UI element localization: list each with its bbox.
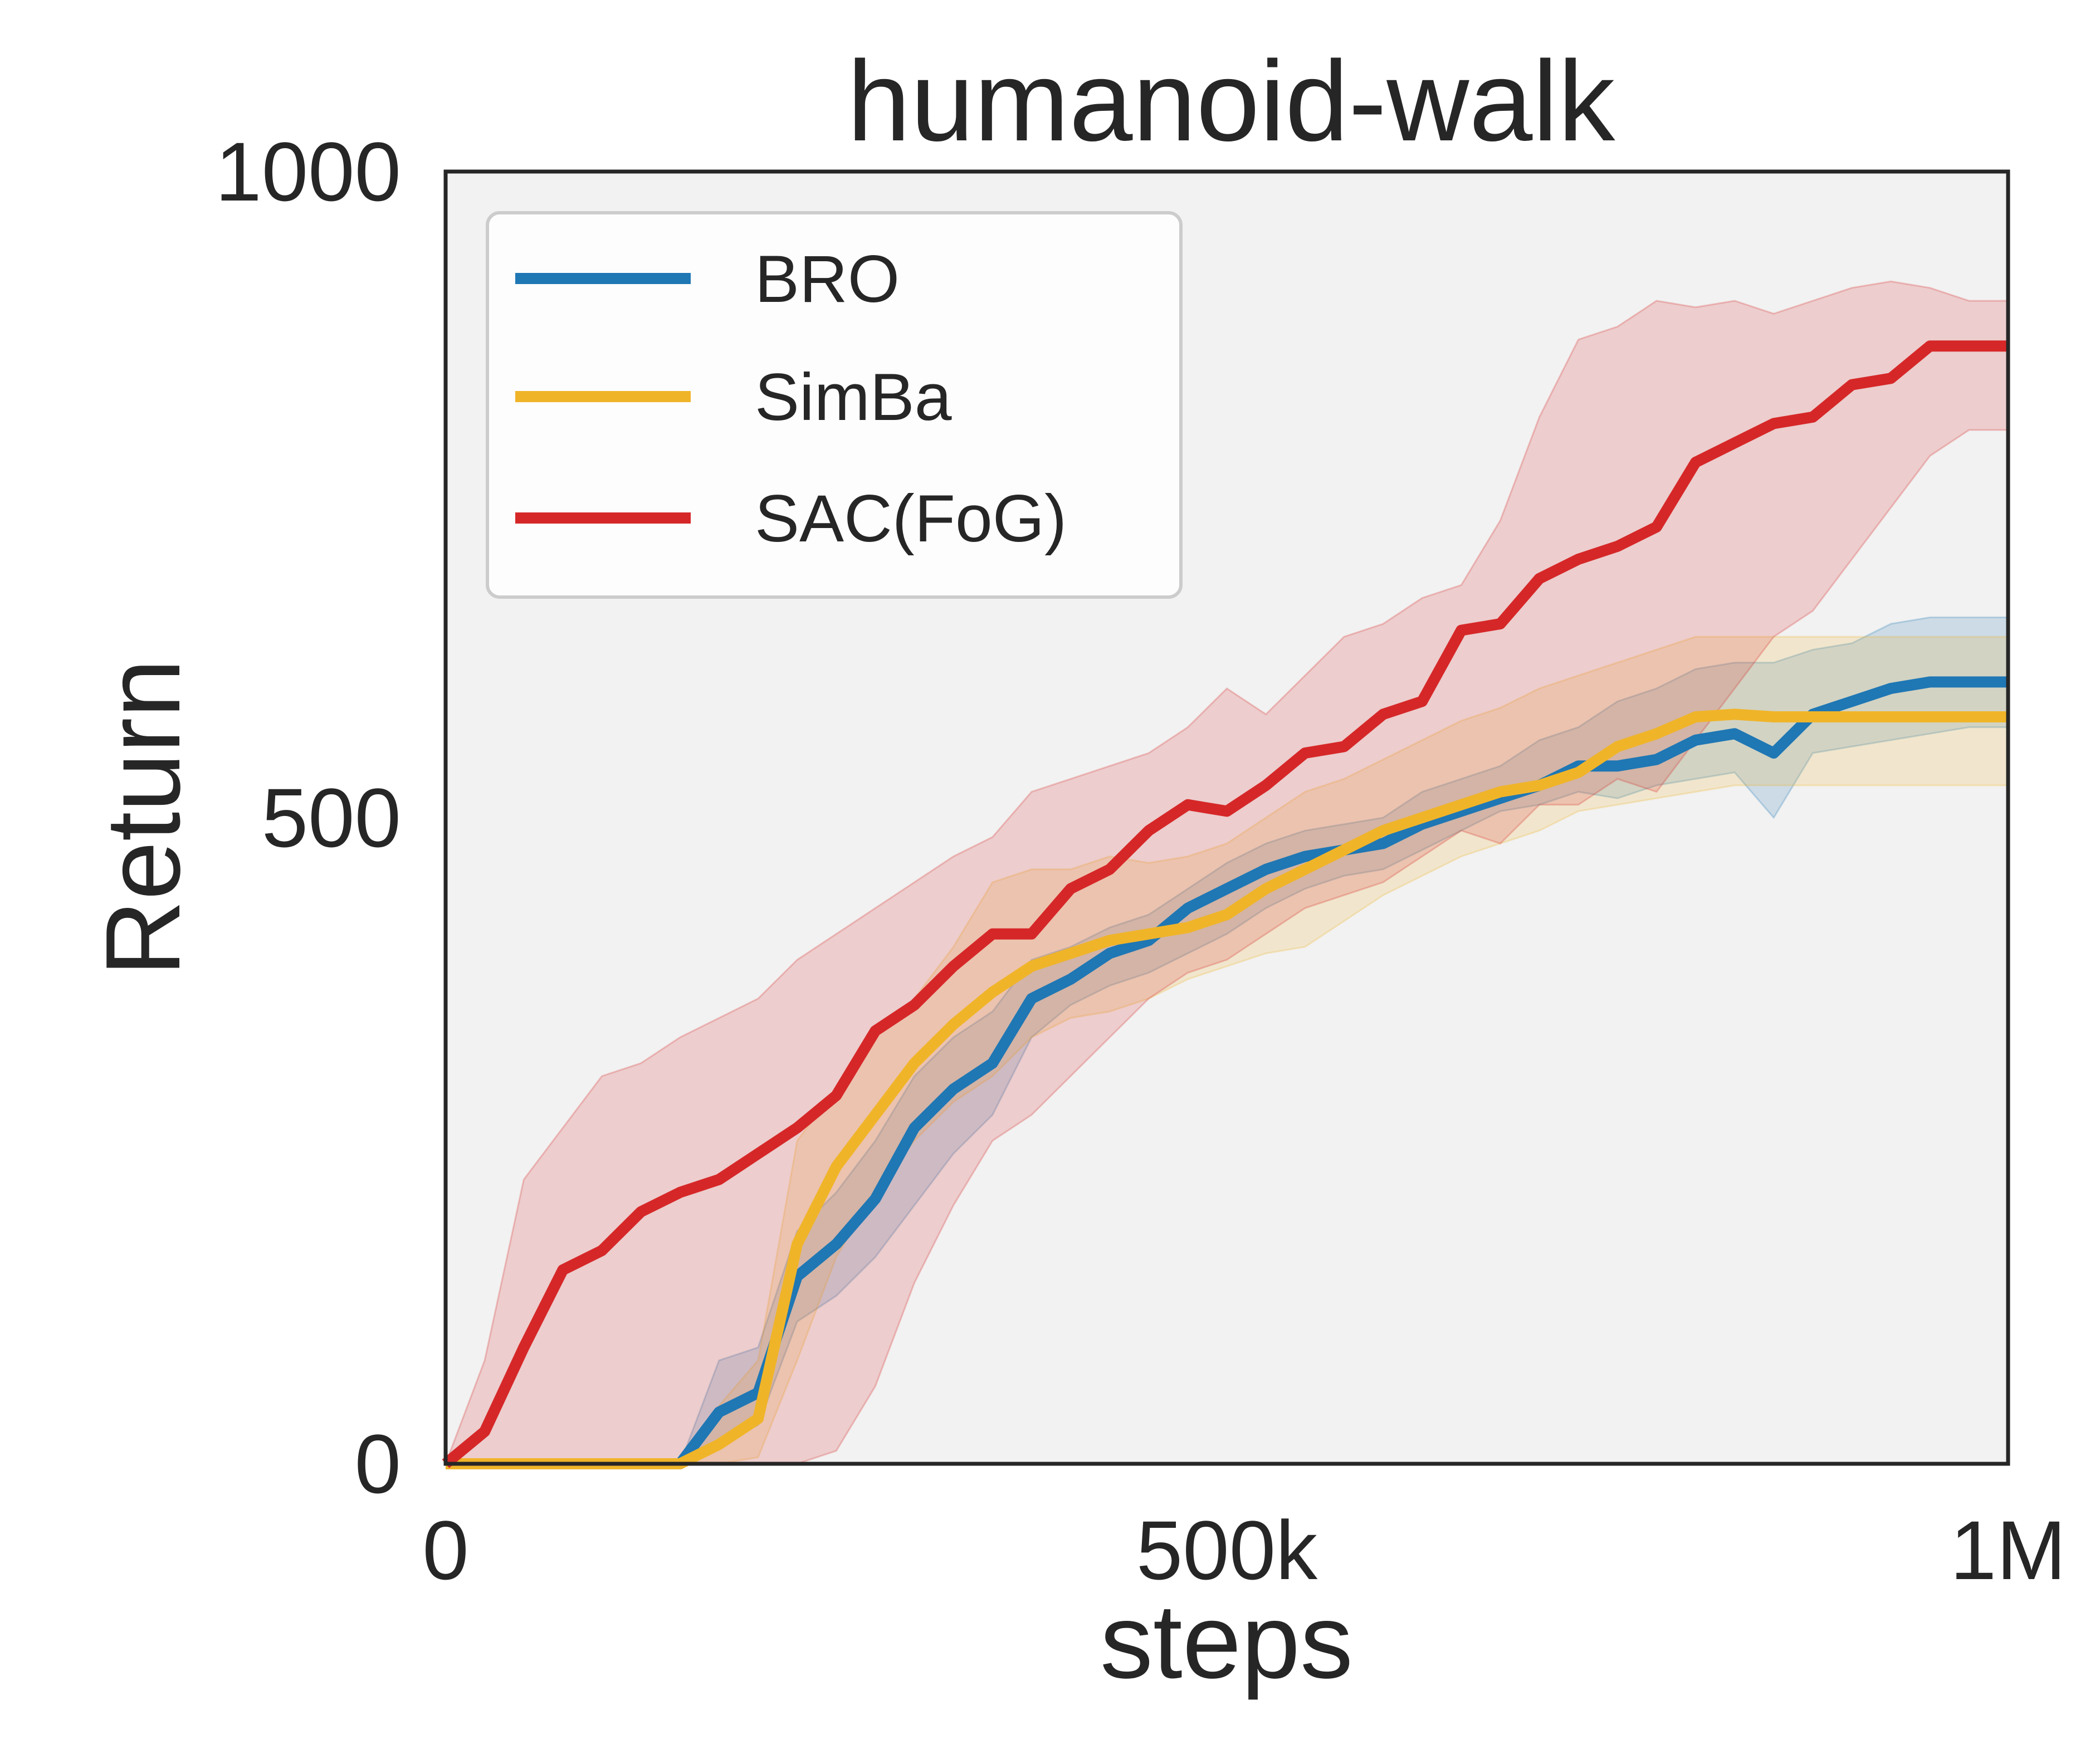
series-lines [442, 340, 2008, 1469]
y-axis-label: Return [84, 659, 202, 976]
x-axis-ticks: 0 500k 1M [422, 1503, 2066, 1597]
legend-box [486, 211, 1183, 599]
x-tick-label: 0 [422, 1503, 468, 1597]
legend-label-sac-fog: SAC(FoG) [755, 481, 1067, 556]
y-tick-label: 500 [262, 771, 401, 864]
line-bro [446, 676, 2008, 1469]
x-axis-label: steps [1100, 1582, 1353, 1701]
legend-label-simba: SimBa [755, 360, 952, 434]
legend: BRO SimBa SAC(FoG) [486, 211, 1183, 599]
legend-label-bro: BRO [755, 242, 900, 316]
chart-title: humanoid-walk [847, 37, 1615, 165]
x-tick-label: 1M [1950, 1503, 2066, 1597]
line-sac-fog [442, 340, 2008, 1468]
plot-frame [443, 169, 2010, 1466]
line-simba [446, 708, 2008, 1469]
y-tick-label: 0 [355, 1417, 401, 1511]
y-tick-label: 1000 [215, 125, 401, 218]
x-tick-label: 500k [1136, 1503, 1318, 1597]
y-axis-ticks: 0 500 1000 [215, 125, 401, 1511]
